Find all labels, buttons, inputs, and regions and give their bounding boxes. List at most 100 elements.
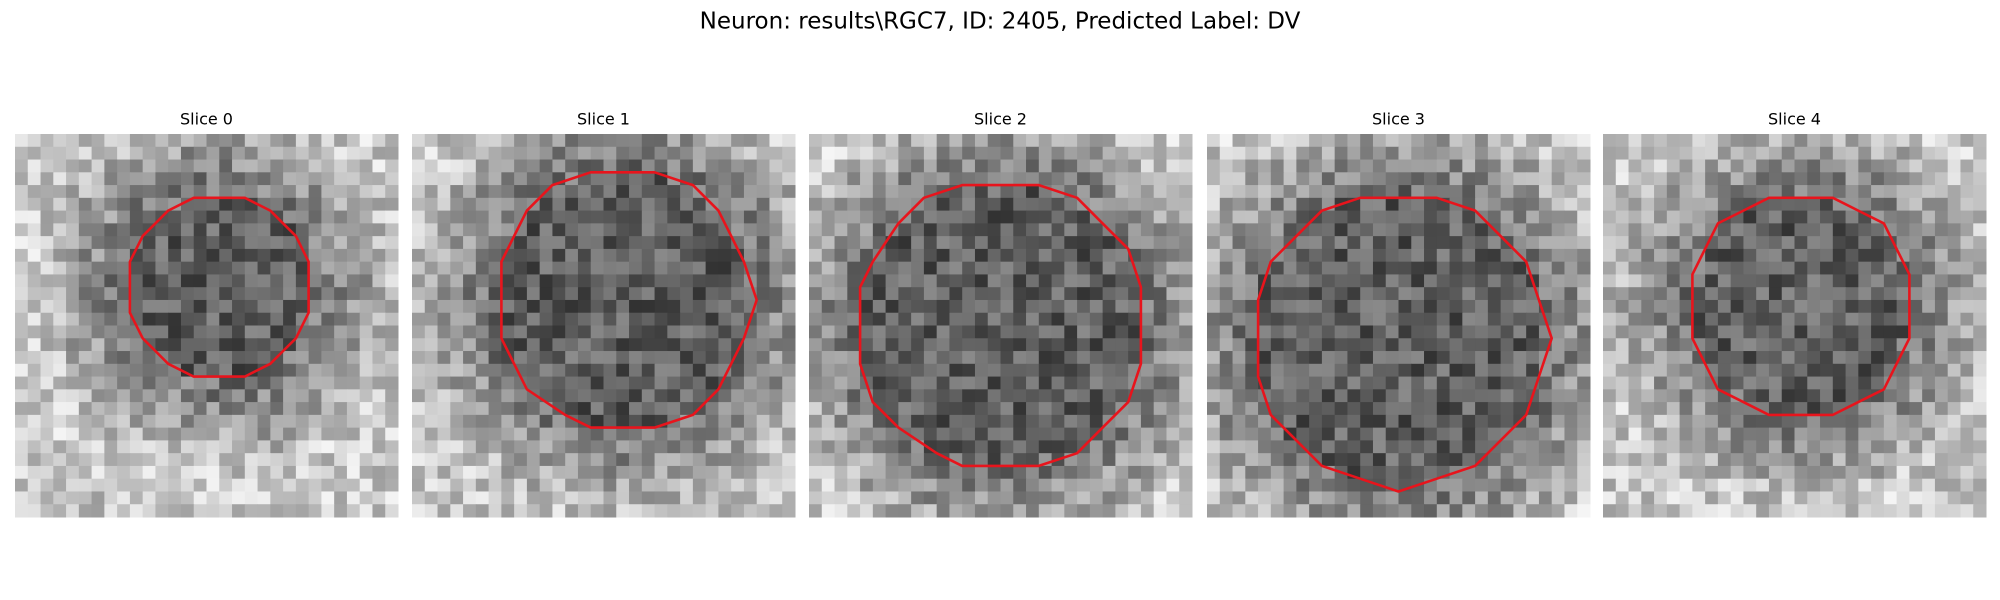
image-pixel	[295, 261, 310, 275]
image-pixel	[1219, 210, 1234, 224]
image-pixel	[283, 478, 297, 492]
image-pixel	[1270, 376, 1285, 390]
image-pixel	[1179, 491, 1193, 505]
image-pixel	[1641, 440, 1655, 454]
image-pixel	[705, 172, 719, 186]
image-pixel	[1398, 185, 1412, 199]
image-pixel	[321, 312, 335, 326]
image-pixel	[1603, 299, 1617, 314]
image-pixel	[987, 159, 1001, 173]
image-pixel	[1102, 248, 1116, 263]
image-pixel	[27, 491, 42, 505]
image-pixel	[1207, 427, 1221, 441]
image-pixel	[1922, 376, 1936, 390]
image-pixel	[1270, 261, 1285, 275]
image-pixel	[782, 261, 796, 275]
image-pixel	[27, 325, 42, 339]
image-pixel	[911, 402, 925, 416]
image-pixel	[117, 376, 131, 390]
image-pixel	[1360, 312, 1374, 326]
image-pixel	[142, 389, 156, 403]
image-pixel	[936, 287, 950, 301]
image-pixel	[514, 427, 528, 441]
image-pixel	[860, 491, 874, 505]
image-pixel	[1347, 440, 1361, 454]
image-pixel	[117, 504, 131, 518]
image-pixel	[1654, 414, 1668, 429]
image-pixel	[412, 338, 426, 352]
image-pixel	[346, 172, 361, 186]
image-pixel	[385, 248, 399, 263]
image-pixel	[898, 414, 912, 429]
image-pixel	[450, 261, 464, 275]
image-pixel	[1475, 299, 1489, 314]
image-pixel	[641, 504, 656, 518]
image-pixel	[539, 236, 553, 250]
image-pixel	[437, 376, 451, 390]
image-pixel	[1973, 197, 1987, 212]
image-pixel	[911, 325, 925, 339]
image-pixel	[321, 389, 335, 403]
image-pixel	[168, 210, 182, 224]
image-pixel	[1232, 134, 1246, 148]
image-pixel	[334, 261, 348, 275]
image-pixel	[1832, 299, 1847, 314]
image-pixel	[1064, 465, 1078, 480]
image-pixel	[1730, 338, 1744, 352]
image-pixel	[15, 376, 29, 390]
image-pixel	[1153, 223, 1167, 237]
image-pixel	[1372, 248, 1387, 263]
image-pixel	[1207, 351, 1221, 365]
image-pixel	[40, 274, 54, 288]
image-pixel	[936, 325, 950, 339]
image-pixel	[1679, 159, 1693, 173]
image-pixel	[1436, 453, 1451, 467]
image-pixel	[1756, 134, 1770, 148]
image-pixel	[1064, 325, 1078, 339]
image-pixel	[1551, 248, 1565, 263]
image-pixel	[1051, 325, 1065, 339]
image-pixel	[1743, 312, 1757, 326]
image-pixel	[1577, 402, 1591, 416]
image-pixel	[1398, 236, 1412, 250]
image-pixel	[1102, 363, 1116, 378]
image-pixel	[1372, 312, 1387, 326]
image-pixel	[1526, 325, 1540, 339]
image-pixel	[142, 274, 156, 288]
image-pixel	[565, 299, 579, 314]
image-pixel	[155, 312, 169, 326]
image-pixel	[257, 185, 271, 199]
image-pixel	[346, 363, 361, 378]
image-pixel	[898, 389, 912, 403]
image-pixel	[1372, 134, 1387, 148]
image-pixel	[257, 287, 271, 301]
image-pixel	[1756, 427, 1770, 441]
image-pixel	[193, 223, 207, 237]
image-pixel	[1153, 197, 1167, 212]
image-pixel	[66, 338, 80, 352]
image-pixel	[1321, 427, 1336, 441]
image-pixel	[321, 440, 335, 454]
image-pixel	[1628, 351, 1642, 365]
image-pixel	[168, 287, 182, 301]
image-pixel	[270, 325, 284, 339]
image-pixel	[1462, 491, 1476, 505]
image-pixel	[552, 261, 566, 275]
image-pixel	[1000, 389, 1014, 403]
image-pixel	[104, 185, 118, 199]
image-pixel	[718, 440, 732, 454]
image-pixel	[885, 172, 899, 186]
image-pixel	[78, 261, 93, 275]
image-pixel	[155, 338, 169, 352]
image-pixel	[1577, 236, 1591, 250]
image-pixel	[1372, 338, 1387, 352]
image-pixel	[27, 197, 42, 212]
image-pixel	[78, 465, 93, 480]
image-pixel	[1564, 197, 1578, 212]
image-pixel	[1896, 172, 1910, 186]
image-pixel	[232, 172, 246, 186]
image-pixel	[809, 376, 823, 390]
image-pixel	[1934, 299, 1949, 314]
image-pixel	[437, 351, 451, 365]
image-pixel	[603, 248, 617, 263]
